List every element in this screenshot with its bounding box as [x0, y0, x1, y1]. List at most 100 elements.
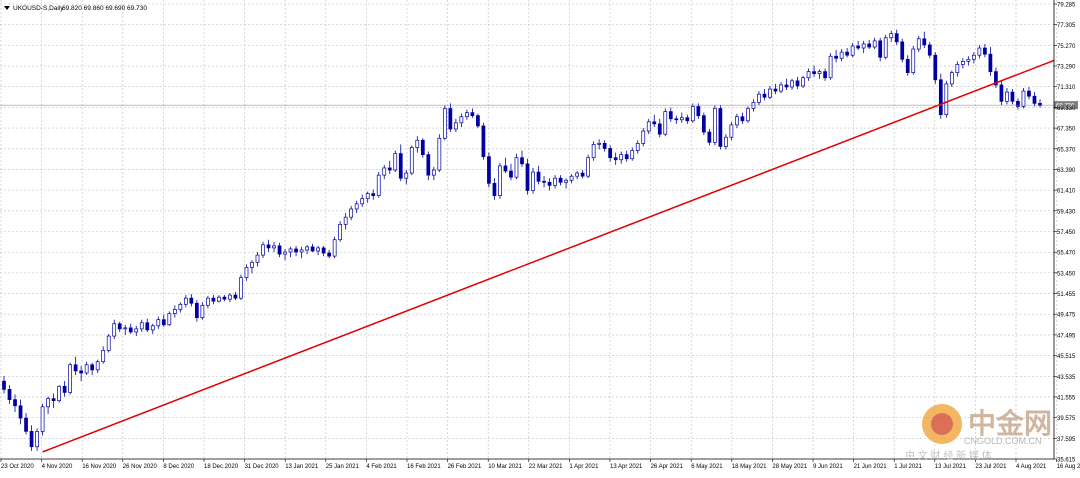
candle-down [999, 84, 1004, 102]
candle-up [630, 150, 635, 160]
candle-up [663, 111, 668, 135]
candle-down [79, 370, 84, 374]
current-price-label: 69.730 [1056, 104, 1075, 110]
x-tick-label: 1 Jul 2021 [894, 464, 922, 470]
x-tick-label: 26 Feb 2021 [448, 464, 482, 470]
candle-down [580, 172, 585, 177]
candle-up [57, 385, 61, 401]
candle-down [878, 40, 883, 58]
candle-up [288, 248, 293, 253]
candle-up [828, 55, 833, 79]
candle-up [365, 193, 370, 200]
candle-down [994, 71, 998, 86]
candle-down [701, 115, 706, 133]
candle-up [861, 43, 866, 49]
x-tick-label: 6 May 2021 [691, 464, 723, 470]
candle-down [294, 248, 298, 253]
candle-down [1038, 103, 1042, 106]
candle-up [272, 245, 276, 249]
x-tick-label: 26 Nov 2020 [123, 464, 158, 470]
candle-down [547, 181, 552, 186]
candle-up [889, 33, 894, 39]
candle-up [459, 116, 464, 124]
y-tick-label: 77.305 [1057, 23, 1076, 29]
candle-up [442, 108, 447, 139]
candle-down [696, 106, 701, 117]
ohlc-label: 69.820 69.860 69.690 69.730 [62, 5, 147, 12]
candle-down [492, 182, 497, 196]
candle-down [2, 380, 6, 390]
candle-up [801, 77, 805, 87]
candle-down [371, 193, 376, 196]
x-tick-label: 9 Jun 2021 [813, 464, 843, 470]
candle-up [713, 108, 717, 143]
y-tick-label: 51.455 [1057, 292, 1076, 298]
candle-up [316, 247, 320, 252]
watermark-domain: CNGOLD.COM.CN [964, 436, 1042, 446]
candle-down [668, 111, 673, 120]
candle-up [646, 121, 651, 132]
candle-up [404, 172, 409, 179]
candle-down [933, 54, 938, 81]
candle-up [575, 172, 579, 177]
candle-up [498, 165, 502, 196]
candle-up [817, 71, 822, 75]
watermark: 中金网 CNGOLD.COM.CN 中 文 财 经 新 媒 体 [905, 404, 1052, 462]
candle-up [619, 154, 624, 161]
candle-up [431, 169, 436, 176]
symbol-label: UKOUSD-S,Daily [13, 5, 64, 12]
x-tick-label: 10 Mar 2021 [488, 464, 522, 470]
candle-down [558, 177, 563, 183]
x-tick-label: 18 Dec 2020 [204, 464, 239, 470]
candle-down [613, 157, 618, 161]
candle-up [597, 143, 602, 145]
candle-down [608, 148, 613, 159]
candle-up [779, 84, 783, 92]
x-tick-label: 4 Aug 2021 [1016, 464, 1047, 470]
candle-up [415, 139, 420, 148]
x-tick-label: 8 Dec 2020 [163, 464, 194, 470]
x-tick-label: 1 Apr 2021 [569, 464, 599, 470]
candle-down [983, 47, 987, 55]
x-tick-label: 13 Apr 2021 [610, 464, 643, 470]
candle-up [883, 37, 888, 58]
candle-down [321, 247, 326, 254]
candle-up [332, 239, 337, 257]
candle-down [62, 385, 67, 393]
candle-up [139, 322, 144, 330]
candle-up [360, 198, 365, 205]
candle-up [84, 364, 89, 374]
candle-up [465, 112, 469, 118]
candle-up [349, 208, 354, 218]
candle-up [746, 108, 750, 122]
candle-up [95, 361, 100, 371]
candle-up [382, 167, 387, 176]
dropdown-arrow-icon[interactable] [4, 6, 10, 10]
candle-down [525, 163, 530, 191]
candle-down [29, 431, 34, 448]
x-tick-label: 23 Oct 2020 [1, 464, 34, 470]
candle-up [299, 249, 304, 253]
candle-down [823, 71, 827, 79]
candle-down [128, 327, 133, 333]
y-tick-label: 71.310 [1057, 85, 1076, 91]
chart-header: UKOUSD-S,Daily 69.820 69.860 69.690 69.7… [4, 5, 147, 12]
candle-up [635, 143, 640, 151]
candle-down [718, 108, 723, 147]
candle-down [189, 297, 194, 304]
candle-down [13, 399, 17, 407]
y-tick-label: 35.615 [1057, 458, 1076, 464]
candle-up [409, 147, 414, 174]
candle-down [470, 112, 475, 117]
candle-down [277, 245, 282, 255]
x-tick-label: 16 Nov 2020 [82, 464, 117, 470]
x-tick-label: 28 May 2021 [772, 464, 807, 470]
candle-down [398, 153, 403, 179]
candle-down [922, 38, 927, 46]
x-tick-label: 18 May 2021 [732, 464, 767, 470]
cngold-logo-inner-icon [931, 413, 953, 435]
candle-up [123, 327, 128, 330]
